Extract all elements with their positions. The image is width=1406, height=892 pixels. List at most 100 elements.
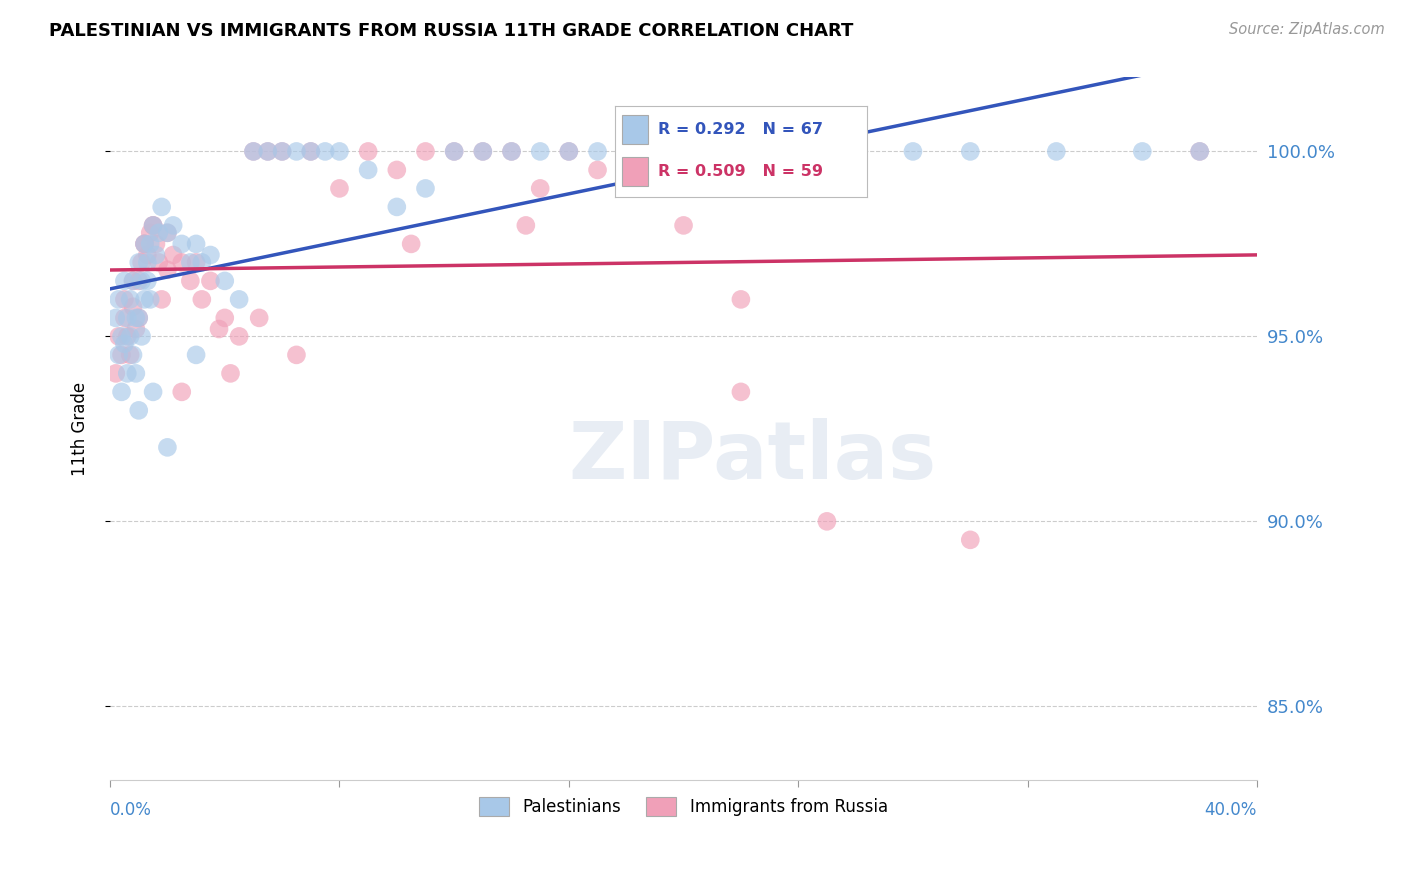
- Point: [112, 336, 135, 351]
- Point: [328, 181, 350, 195]
- Point: [156, 226, 179, 240]
- Point: [134, 236, 156, 251]
- Point: [156, 262, 179, 277]
- Point: [515, 219, 537, 233]
- Point: [815, 145, 838, 159]
- Point: [110, 384, 132, 399]
- Point: [110, 348, 132, 362]
- Point: [415, 181, 437, 195]
- Point: [125, 322, 148, 336]
- Point: [271, 145, 294, 159]
- Point: [104, 310, 127, 325]
- Point: [1130, 145, 1153, 159]
- Point: [1045, 145, 1067, 159]
- Point: [139, 236, 162, 251]
- Point: [191, 293, 214, 307]
- Point: [901, 145, 924, 159]
- Point: [142, 219, 165, 233]
- Point: [672, 219, 695, 233]
- Point: [145, 236, 167, 251]
- Point: [134, 236, 156, 251]
- Point: [214, 274, 236, 288]
- Point: [357, 145, 380, 159]
- Point: [529, 145, 551, 159]
- Point: [150, 293, 173, 307]
- Point: [136, 248, 159, 262]
- Point: [110, 329, 132, 343]
- Point: [471, 145, 494, 159]
- Point: [170, 384, 193, 399]
- Point: [558, 145, 581, 159]
- Point: [200, 274, 222, 288]
- Point: [170, 236, 193, 251]
- Point: [120, 329, 142, 343]
- Point: [107, 329, 129, 343]
- Point: [131, 255, 153, 269]
- Text: 0.0%: 0.0%: [110, 801, 152, 820]
- Point: [148, 255, 170, 269]
- Point: [179, 255, 201, 269]
- Point: [112, 293, 135, 307]
- Point: [959, 533, 981, 547]
- Text: ZIPatlas: ZIPatlas: [568, 418, 936, 496]
- Point: [122, 274, 145, 288]
- Point: [1188, 145, 1211, 159]
- Point: [170, 255, 193, 269]
- Point: [134, 236, 156, 251]
- Point: [558, 145, 581, 159]
- Point: [142, 219, 165, 233]
- Point: [208, 322, 231, 336]
- Point: [614, 145, 637, 159]
- Point: [112, 274, 135, 288]
- Point: [299, 145, 322, 159]
- Point: [131, 329, 153, 343]
- Point: [586, 162, 609, 177]
- Point: [148, 226, 170, 240]
- Point: [162, 219, 184, 233]
- Point: [145, 248, 167, 262]
- Point: [357, 162, 380, 177]
- Point: [128, 310, 150, 325]
- Point: [443, 145, 465, 159]
- Point: [1188, 145, 1211, 159]
- Text: PALESTINIAN VS IMMIGRANTS FROM RUSSIA 11TH GRADE CORRELATION CHART: PALESTINIAN VS IMMIGRANTS FROM RUSSIA 11…: [49, 22, 853, 40]
- Y-axis label: 11th Grade: 11th Grade: [72, 382, 89, 476]
- Point: [120, 348, 142, 362]
- Point: [122, 300, 145, 314]
- Point: [730, 293, 752, 307]
- Point: [228, 293, 250, 307]
- Point: [156, 441, 179, 455]
- Legend: Palestinians, Immigrants from Russia: Palestinians, Immigrants from Russia: [471, 789, 896, 825]
- Point: [128, 274, 150, 288]
- Point: [242, 145, 264, 159]
- Point: [959, 145, 981, 159]
- Point: [242, 145, 264, 159]
- Point: [136, 274, 159, 288]
- Point: [672, 145, 695, 159]
- Point: [256, 145, 278, 159]
- Point: [730, 384, 752, 399]
- Point: [117, 329, 139, 343]
- Point: [107, 293, 129, 307]
- Point: [162, 248, 184, 262]
- Point: [131, 274, 153, 288]
- Point: [529, 181, 551, 195]
- Point: [247, 310, 270, 325]
- Point: [125, 367, 148, 381]
- Point: [501, 145, 523, 159]
- Point: [501, 145, 523, 159]
- Point: [415, 145, 437, 159]
- Point: [271, 145, 294, 159]
- Point: [125, 310, 148, 325]
- Point: [385, 162, 408, 177]
- Point: [142, 219, 165, 233]
- Text: 40.0%: 40.0%: [1205, 801, 1257, 820]
- Point: [443, 145, 465, 159]
- Point: [385, 200, 408, 214]
- Point: [122, 348, 145, 362]
- Point: [128, 310, 150, 325]
- Point: [399, 236, 422, 251]
- Point: [122, 274, 145, 288]
- Point: [136, 255, 159, 269]
- Point: [139, 293, 162, 307]
